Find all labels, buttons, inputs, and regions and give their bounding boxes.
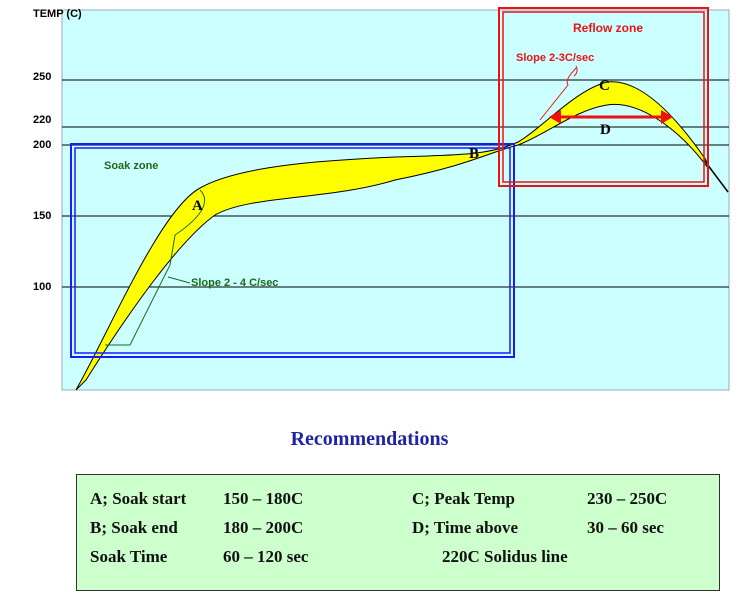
soak-zone-box	[70, 143, 515, 358]
reflow-profile-chart	[61, 7, 730, 391]
y-tick-label: 100	[33, 281, 52, 293]
table-cell: 180 – 200C	[223, 518, 304, 537]
table-cell: B; Soak end	[90, 518, 178, 537]
temperature-band	[75, 81, 709, 391]
recommendations-table: A; Soak start 150 – 180C C; Peak Temp 23…	[76, 474, 720, 591]
table-cell: C; Peak Temp	[412, 489, 515, 508]
reflow-slope-label: Slope 2-3C/sec	[516, 52, 595, 64]
soak-slope-label: Slope 2 - 4 C/sec	[191, 277, 279, 289]
point-label-d: D	[600, 122, 611, 138]
table-cell: 60 – 120 sec	[223, 547, 309, 566]
y-tick-label: 150	[33, 210, 52, 222]
y-tick-label: 220	[33, 114, 52, 126]
y-tick-label: 200	[33, 139, 52, 151]
table-cell: A; Soak start	[90, 489, 187, 508]
reflow-zone-label: Reflow zone	[573, 21, 644, 35]
soak-zone-label: Soak zone	[104, 160, 159, 172]
y-axis-title: TEMP (C)	[33, 8, 82, 20]
reflow-slope-brace	[539, 67, 577, 121]
point-label-c: C	[599, 78, 610, 94]
point-label-b: B	[469, 146, 480, 162]
table-cell: 30 – 60 sec	[587, 518, 664, 537]
table-cell: Soak Time	[90, 547, 168, 566]
recommendations-title: Recommendations	[290, 428, 449, 450]
reflow-zone-box	[498, 7, 709, 187]
table-cell: 220C Solidus line	[442, 547, 568, 566]
plot-background	[61, 9, 730, 391]
y-tick-label: 250	[33, 71, 52, 83]
table-cell: D; Time above	[412, 518, 519, 537]
table-cell: 230 – 250C	[587, 489, 668, 508]
table-cell: 150 – 180C	[223, 489, 304, 508]
soak-slope-brace	[105, 189, 206, 346]
point-label-a: A	[192, 198, 203, 214]
